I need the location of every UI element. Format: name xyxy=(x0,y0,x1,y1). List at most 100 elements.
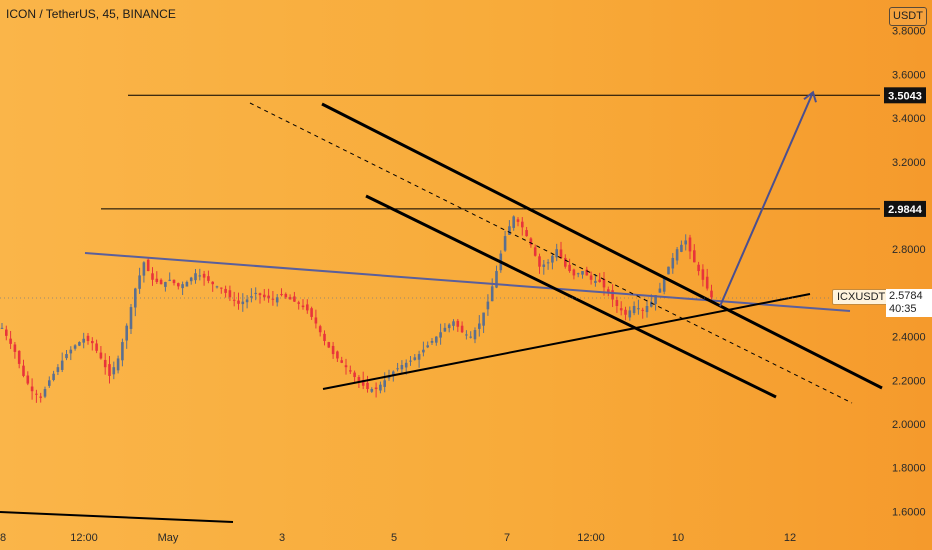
candle-body xyxy=(551,255,554,263)
candle-body xyxy=(396,368,399,370)
candle-body xyxy=(35,393,38,395)
candle-body xyxy=(529,238,533,245)
candle-body xyxy=(306,304,309,311)
candle-body xyxy=(22,365,25,376)
candle-body xyxy=(379,384,382,391)
candle-body xyxy=(17,350,21,364)
candle-body xyxy=(478,323,481,329)
candle-body xyxy=(439,332,442,338)
candle-body xyxy=(237,300,240,304)
candle-body xyxy=(211,281,214,285)
candle-body xyxy=(198,275,202,277)
candle-body xyxy=(542,264,546,267)
descending-trendline xyxy=(84,252,851,312)
candle-body xyxy=(688,237,692,252)
candle-body xyxy=(624,309,627,315)
level-price-badge xyxy=(884,200,926,217)
x-tick-label: 10 xyxy=(672,532,684,544)
candle-body xyxy=(159,279,163,285)
candle-body xyxy=(0,327,4,329)
candle-body xyxy=(73,345,77,349)
x-tick-label: 8 xyxy=(0,532,6,544)
candle-body xyxy=(374,387,378,390)
candle-body xyxy=(495,271,498,288)
candle-body xyxy=(400,365,404,370)
candle-body xyxy=(280,294,283,296)
candle-body xyxy=(172,279,176,284)
candle-body xyxy=(151,273,154,280)
candle-body xyxy=(525,230,528,237)
candle-body xyxy=(516,219,520,222)
x-tick-label: 12:00 xyxy=(577,532,605,544)
candle-body xyxy=(460,325,464,333)
candle-body xyxy=(142,262,146,276)
y-tick-label: 3.4000 xyxy=(892,113,926,125)
candle-body xyxy=(349,370,352,372)
candle-body xyxy=(125,325,128,341)
candle-body xyxy=(215,286,219,288)
candle-body xyxy=(220,287,223,289)
candle-body xyxy=(185,281,189,287)
candle-body xyxy=(86,335,90,341)
candle-body xyxy=(134,288,137,308)
candle-body xyxy=(697,264,700,272)
candle-body xyxy=(667,266,670,275)
candle-body xyxy=(383,380,386,387)
last-price-label: 2.5784 40:35 xyxy=(886,289,932,317)
candle-body xyxy=(310,308,313,317)
candle-body xyxy=(323,333,326,341)
candle-body xyxy=(13,344,17,352)
x-tick-label: 7 xyxy=(504,532,510,544)
candle-body xyxy=(9,338,12,344)
candle-body xyxy=(392,371,395,376)
candle-body xyxy=(39,396,42,398)
candle-body xyxy=(52,373,55,380)
candle-body xyxy=(447,324,451,329)
candle-body xyxy=(680,244,683,252)
candle-body xyxy=(456,320,460,327)
candle-body xyxy=(572,269,576,276)
candle-body xyxy=(271,298,275,300)
candle-body xyxy=(426,345,429,348)
x-tick-label: 12 xyxy=(784,532,796,544)
candle-body xyxy=(654,295,657,305)
candle-body xyxy=(469,336,472,338)
candle-body xyxy=(146,259,150,272)
candle-body xyxy=(26,375,30,384)
candle-body xyxy=(559,249,563,258)
candle-body xyxy=(693,250,696,263)
candle-body xyxy=(658,288,662,293)
candle-body xyxy=(250,296,253,298)
candle-body xyxy=(207,276,210,281)
candle-body xyxy=(422,349,425,353)
y-tick-label: 1.6000 xyxy=(892,506,926,518)
candle-body xyxy=(99,352,103,359)
y-tick-label: 3.8000 xyxy=(892,26,926,38)
channel-upper-line xyxy=(321,102,883,390)
candle-body xyxy=(503,236,507,251)
level-price-badge xyxy=(884,87,926,104)
candle-body xyxy=(619,308,623,311)
currency-badge[interactable]: USDT xyxy=(889,7,927,26)
bar-countdown: 40:35 xyxy=(889,303,917,315)
candle-body xyxy=(254,292,257,294)
candle-body xyxy=(138,275,141,289)
candle-body xyxy=(452,321,455,326)
y-tick-label: 3.6000 xyxy=(892,69,926,81)
candle-body xyxy=(108,364,111,376)
candle-body xyxy=(602,278,606,288)
x-tick-label: May xyxy=(158,532,179,544)
candle-body xyxy=(297,302,300,304)
candle-body xyxy=(82,338,85,343)
candle-body xyxy=(650,301,653,307)
channel-lower-line xyxy=(365,194,777,399)
candle-body xyxy=(486,301,490,310)
candle-body xyxy=(576,273,580,275)
candle-body xyxy=(611,290,614,300)
candle-body xyxy=(357,377,361,383)
candle-body xyxy=(103,359,107,368)
candle-body xyxy=(662,277,666,292)
candle-body xyxy=(387,375,391,379)
